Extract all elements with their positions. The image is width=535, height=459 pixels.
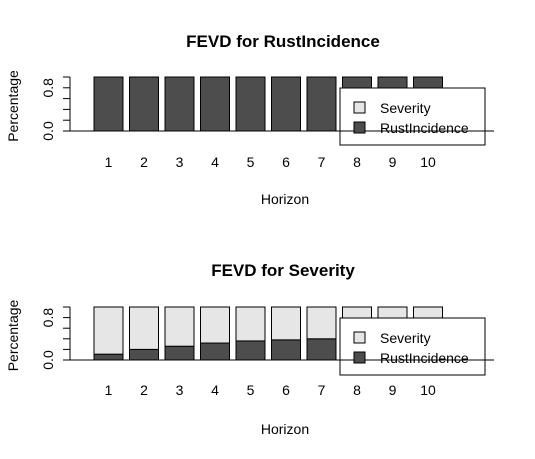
panel-2-bar-rustincidence-6	[271, 339, 301, 361]
panel-2-x-tick-label-9: 9	[389, 382, 397, 398]
panel-1-legend-label-severity: Severity	[380, 100, 431, 116]
panel-1-bar-rustincidence-3	[164, 76, 195, 132]
panel-2-bar-severity-2	[129, 306, 159, 350]
panel-1-legend-swatch-severity	[353, 101, 366, 114]
panel-2-bar-rustincidence-1	[93, 353, 124, 361]
panel-2-y-axis-label: Percentage	[5, 299, 21, 371]
panel-2-x-tick-label-4: 4	[211, 382, 219, 398]
panel-2-bar-rustincidence-3	[164, 345, 195, 361]
panel-2-bar-severity-5	[235, 306, 266, 342]
panel-1-bar-rustincidence-2	[129, 76, 159, 132]
panel-1-legend-swatch-rustincidence	[353, 121, 366, 134]
panel-2-x-tick-label-6: 6	[282, 382, 290, 398]
panel-1-bar-rustincidence-4	[200, 76, 230, 132]
panel-1-bar-rustincidence-1	[93, 76, 124, 132]
panel-2-legend-swatch-severity	[353, 331, 366, 344]
panel-2-bar-rustincidence-2	[129, 348, 159, 361]
panel-2-x-tick-label-2: 2	[140, 382, 148, 398]
panel-2-bar-severity-1	[93, 306, 124, 355]
panel-2-bar-rustincidence-4	[200, 342, 230, 361]
panel-2-legend-box	[339, 317, 486, 376]
panel-2-bar-rustincidence-5	[235, 340, 266, 361]
panel-1-y-axis-label: Percentage	[5, 70, 21, 142]
panel-2-x-tick-label-7: 7	[318, 382, 326, 398]
panel-2-x-tick-label-10: 10	[420, 382, 436, 398]
panel-2-bar-rustincidence-7	[306, 338, 337, 361]
panel-1-bar-rustincidence-5	[235, 76, 266, 132]
panel-2-bar-severity-4	[200, 306, 230, 344]
panel-1-x-tick-label-6: 6	[282, 154, 290, 170]
panel-1-x-tick-label-4: 4	[211, 154, 219, 170]
panel-1-bar-rustincidence-7	[306, 76, 337, 132]
panel-2-legend-label-rustincidence: RustIncidence	[380, 350, 469, 366]
panel-1-legend-box	[339, 87, 486, 146]
panel-1-x-tick-label-7: 7	[318, 154, 326, 170]
panel-1-x-axis-label: Horizon	[261, 191, 309, 207]
panel-2-bar-severity-6	[271, 306, 301, 341]
panel-2-bar-severity-7	[306, 306, 337, 340]
panel-1-y-tick-label-1: 0.8	[40, 78, 56, 98]
panel-1-legend-label-rustincidence: RustIncidence	[380, 120, 469, 136]
panel-1-x-tick-label-5: 5	[247, 154, 255, 170]
panel-2-x-axis-label: Horizon	[261, 421, 309, 437]
panel-2-y-tick-label-0: 0.0	[40, 350, 56, 370]
panel-2-title: FEVD for Severity	[211, 261, 355, 280]
panel-2-bar-severity-3	[164, 306, 195, 347]
panel-1-x-tick-label-8: 8	[353, 154, 361, 170]
panel-2-x-tick-label-3: 3	[176, 382, 184, 398]
panel-2-legend-swatch-rustincidence	[353, 351, 366, 364]
panel-2-y-tick-label-1: 0.8	[40, 308, 56, 328]
panel-1-x-tick-label-10: 10	[420, 154, 436, 170]
panel-1-x-tick-label-1: 1	[105, 154, 113, 170]
panel-2-x-tick-label-5: 5	[247, 382, 255, 398]
panel-2-x-tick-label-1: 1	[105, 382, 113, 398]
panel-1-bar-rustincidence-6	[271, 76, 301, 132]
panel-1-y-tick-label-0: 0.0	[40, 121, 56, 141]
panel-2-legend-label-severity: Severity	[380, 330, 431, 346]
panel-2-x-tick-label-8: 8	[353, 382, 361, 398]
panel-1-x-tick-label-9: 9	[389, 154, 397, 170]
panel-1-x-tick-label-2: 2	[140, 154, 148, 170]
panel-1-x-tick-label-3: 3	[176, 154, 184, 170]
panel-1-title: FEVD for RustIncidence	[186, 32, 380, 51]
